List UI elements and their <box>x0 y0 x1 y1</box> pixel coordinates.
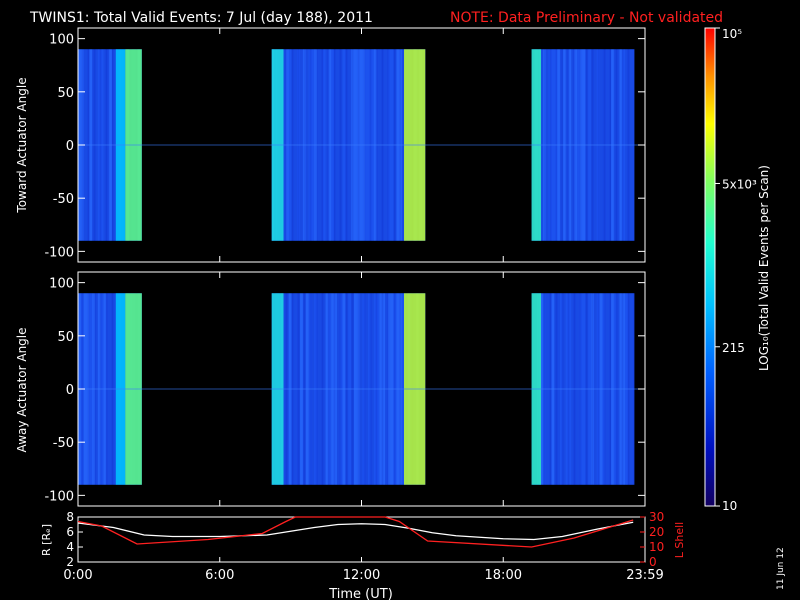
time-axis-ticks: 0:00 6:00 12:00 18:00 23:59 <box>63 557 664 583</box>
y-tick-label: 50 <box>57 330 74 345</box>
colorbar-tick-label: 10 <box>722 499 737 513</box>
y-tick-label: -50 <box>53 436 74 451</box>
colorbar-tick-label: 10⁵ <box>722 27 742 41</box>
y-tick-label: -50 <box>53 192 74 207</box>
colorbar-frame <box>704 27 716 507</box>
colorbar-tick-label: 215 <box>722 341 745 355</box>
time-tick-label: 12:00 <box>343 568 380 583</box>
toward-ylabel: Toward Actuator Angle <box>15 77 29 213</box>
y-tick-label: 0 <box>66 139 74 154</box>
colorbar-tick-label: 5x10³ <box>722 177 757 191</box>
y-tick-label: 50 <box>57 86 74 101</box>
time-tick-label: 0:00 <box>63 568 92 583</box>
time-tick-label: 23:59 <box>626 568 663 583</box>
y-tick-label: 100 <box>49 33 74 48</box>
y-tick-label: 0 <box>66 383 74 398</box>
colorbar-ticks: 10 215 5x10³ 10⁵ <box>715 27 757 513</box>
colorbar-gradient <box>705 28 715 506</box>
lshell-tick-label: 30 <box>649 510 664 524</box>
away-heatmap <box>78 293 645 485</box>
colorbar: 10 215 5x10³ 10⁵ LOG₁₀(Total Valid Events p… <box>704 27 771 513</box>
lshell-ylabel: L Shell <box>673 522 686 558</box>
away-panel: 100 50 0 -50 -100 Away Actuator Angle <box>15 271 646 507</box>
preliminary-note: NOTE: Data Preliminary - Not validated <box>450 10 723 26</box>
side-date: 11 Jun 12 <box>776 547 786 590</box>
toward-heatmap <box>78 49 645 241</box>
r-tick-label: 6 <box>66 525 74 539</box>
time-tick-label: 6:00 <box>205 568 234 583</box>
r-series-line <box>77 521 634 541</box>
r-tick-label: 8 <box>66 510 74 524</box>
y-tick-label: 100 <box>49 277 74 292</box>
colorbar-label: LOG₁₀(Total Valid Events per Scan) <box>757 165 771 371</box>
r-ylabel: R [Rₑ] <box>40 524 53 556</box>
time-tick-label: 18:00 <box>485 568 522 583</box>
away-ylabel: Away Actuator Angle <box>15 327 29 452</box>
toward-panel: 100 50 0 -50 -100 Toward Actuator Angle <box>15 27 646 263</box>
r-tick-label: 4 <box>66 540 74 554</box>
away-y-ticks: 100 50 0 -50 -100 <box>44 272 646 506</box>
orbit-series <box>77 516 634 548</box>
lshell-tick-label: 0 <box>649 555 657 569</box>
lshell-tick-label: 20 <box>649 525 664 539</box>
lshell-series-line <box>77 516 634 548</box>
y-tick-label: -100 <box>44 245 74 260</box>
lshell-tick-label: 10 <box>649 540 664 554</box>
time-xlabel: Time (UT) <box>328 587 393 600</box>
y-tick-label: -100 <box>44 489 74 504</box>
r-tick-label: 2 <box>66 555 74 569</box>
figure-title: TWINS1: Total Valid Events: 7 Jul (day 1… <box>29 10 373 26</box>
toward-y-ticks: 100 50 0 -50 -100 <box>44 28 646 262</box>
